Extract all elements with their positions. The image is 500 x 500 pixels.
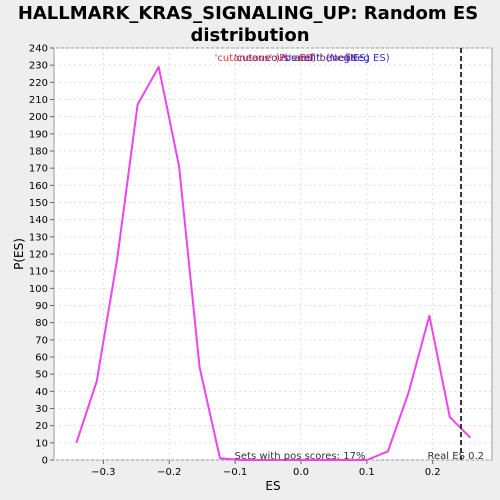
y-tick-label: 170 [29,164,48,175]
y-tick-label: 150 [29,198,48,209]
x-tick-label: 0.2 [425,467,441,478]
chart-title: HALLMARK_KRAS_SIGNALING_UP: Random ES [18,3,478,24]
y-tick-label: 120 [29,250,48,261]
y-tick-label: 10 [35,438,48,449]
x-tick-label: −0.2 [157,467,181,478]
series-layer [75,65,472,461]
es-distribution-line [75,65,472,461]
x-tick-label: 0.1 [359,467,375,478]
y-tick-label: 190 [29,129,48,140]
neg-es-suffix: (Neg ES) [346,53,390,64]
y-tick-label: 140 [29,215,48,226]
y-tick-label: 200 [29,112,48,123]
y-axis-label: P(ES) [12,238,26,270]
x-tick-label: −0.3 [91,467,115,478]
y-tick-label: 80 [35,318,48,329]
y-tick-label: 40 [35,387,48,398]
real-es-label: Real ES 0.2 [428,451,484,462]
y-tick-label: 220 [29,78,48,89]
y-tick-label: 240 [29,44,48,55]
neg-es-label: 'benefit' (Neg ES) [282,53,370,64]
y-tick-label: 20 [35,421,48,432]
y-tick-label: 70 [35,335,48,346]
y-tick-label: 160 [29,181,48,192]
x-axis-label: ES [265,479,280,493]
y-tick-label: 30 [35,404,48,415]
y-tick-label: 210 [29,95,48,106]
overlap-label: 'cutaneous' and 'benefit' [234,53,357,64]
annotations: 'cutaneous' (Pos ES)'benefit' (Neg ES)(N… [215,48,484,462]
y-tick-label: 90 [35,301,48,312]
sets-pos-scores-label: Sets with pos scores: 17% [235,451,366,462]
y-tick-label: 50 [35,370,48,381]
y-tick-label: 110 [29,267,48,278]
chart-title-line-2: distribution [190,25,309,46]
y-tick-label: 0 [42,456,48,467]
pos-es-label: 'cutaneous' (Pos ES) [215,53,316,64]
grid-lines [54,47,492,461]
y-tick-label: 130 [29,232,48,243]
x-tick-label: −0.1 [223,467,247,478]
x-tick-label: 0.0 [293,467,309,478]
y-tick-label: 100 [29,284,48,295]
y-tick-label: 230 [29,61,48,72]
y-tick-label: 180 [29,147,48,158]
y-axis: 0 10 20 30 40 50 60 70 80 90 100 110 120 130 140 150 160… [29,44,54,467]
x-axis: −0.3 −0.2 −0.1 0.0 0.1 0.2 [91,460,441,478]
y-tick-label: 60 [35,353,48,364]
